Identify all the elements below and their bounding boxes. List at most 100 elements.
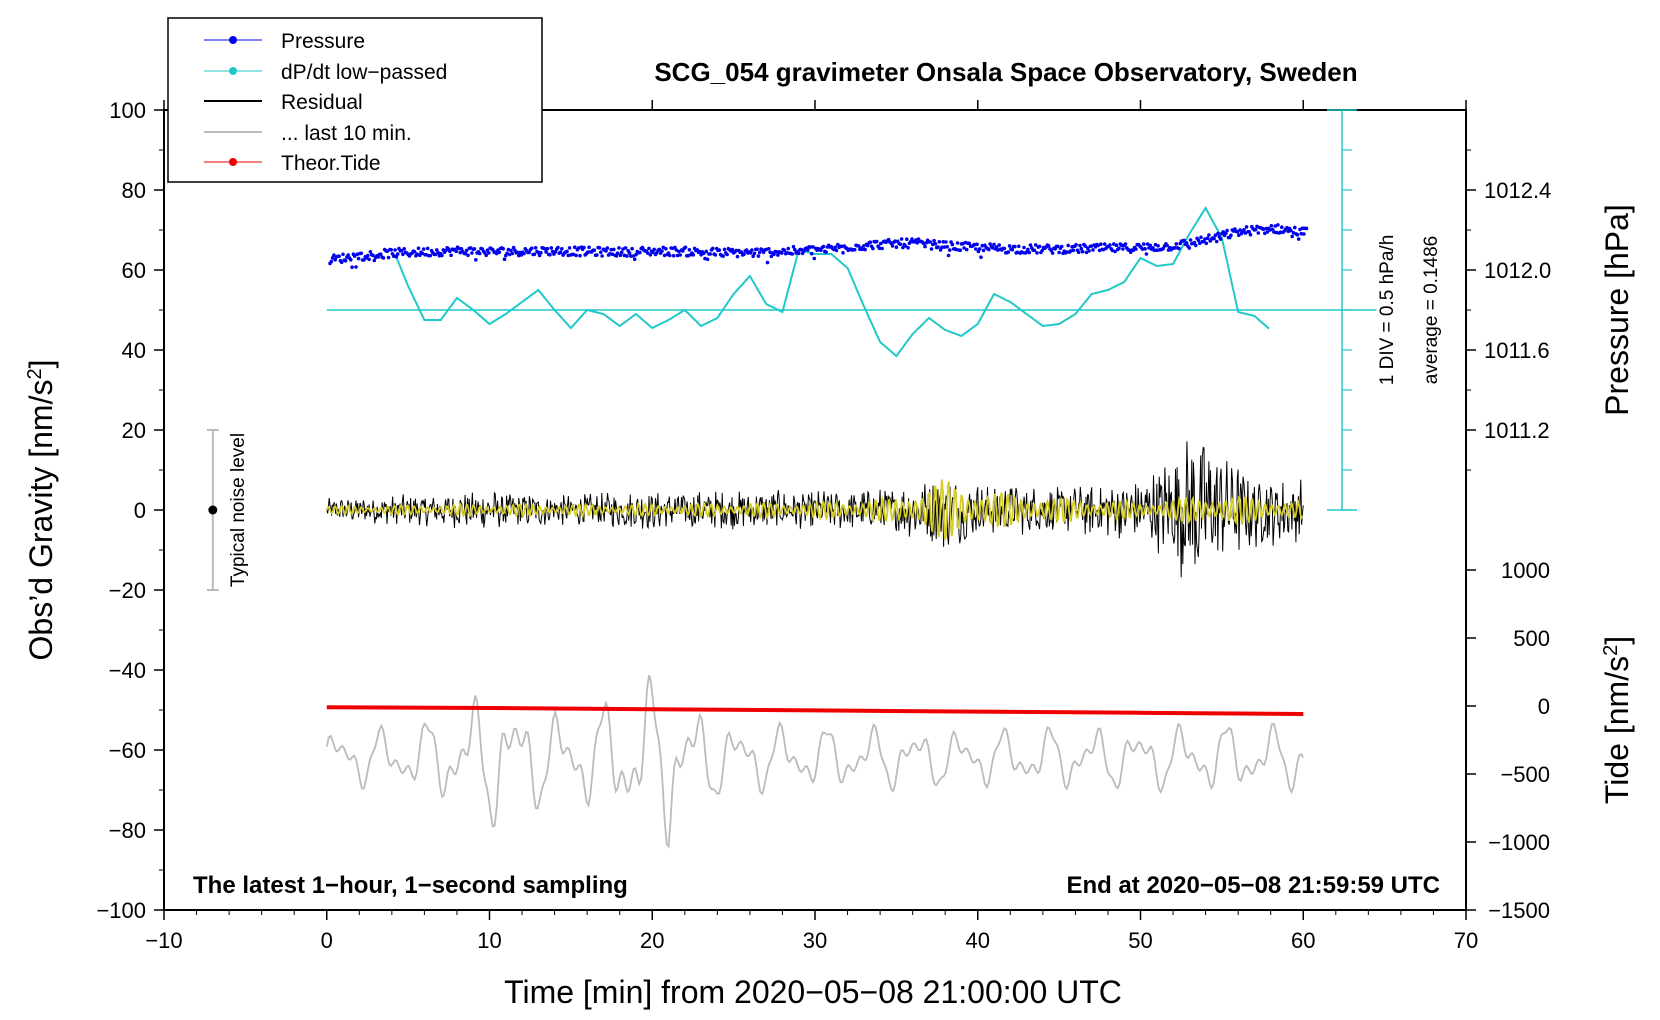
pressure-point — [898, 242, 903, 247]
residual-filtered-line — [325, 479, 1304, 540]
pressure-point — [416, 246, 421, 250]
pressure-point — [1295, 232, 1300, 237]
pressure-point — [449, 253, 453, 258]
pressure-point — [420, 251, 425, 256]
pressure-point — [790, 252, 794, 256]
pressure-point — [647, 246, 651, 251]
pressure-point — [627, 251, 632, 255]
pressure-point — [623, 246, 628, 250]
pressure-point — [819, 248, 823, 253]
pressure-point — [664, 247, 668, 251]
pressure-point — [381, 256, 386, 260]
pressure-point — [1037, 244, 1042, 249]
pressure-point — [1079, 246, 1084, 251]
pressure-point — [865, 243, 870, 248]
tide-tick-label: 500 — [1513, 626, 1550, 651]
pressure-point — [1091, 248, 1095, 252]
pressure-point — [1148, 243, 1153, 248]
pressure-point — [739, 250, 744, 254]
pressure-point — [545, 246, 550, 251]
pressure-point — [932, 238, 936, 243]
pressure-point — [625, 254, 629, 258]
pressure-point — [501, 247, 506, 251]
pressure-point — [1076, 250, 1081, 254]
pressure-point — [1224, 231, 1228, 236]
pressure-point — [1002, 246, 1007, 251]
pressure-point — [955, 241, 960, 245]
pressure-point — [735, 254, 740, 259]
pressure-point — [936, 245, 940, 249]
pressure-point — [942, 245, 947, 249]
pressure-point — [948, 248, 952, 252]
x-tick-label: 20 — [640, 928, 664, 953]
pressure-point — [962, 246, 966, 250]
pressure-tick-label: 1011.6 — [1484, 338, 1550, 363]
pressure-point — [834, 248, 839, 253]
tide-tick-label: −500 — [1500, 762, 1550, 787]
pressure-point — [433, 252, 438, 257]
noise-level-bar — [206, 429, 219, 591]
pressure-point — [1119, 243, 1124, 247]
pressure-point — [979, 255, 983, 259]
pressure-point — [399, 248, 404, 253]
legend-label-residual: Residual — [281, 91, 363, 114]
series-layer — [325, 205, 1377, 849]
pressure-point — [890, 244, 895, 248]
pressure-point — [605, 246, 610, 250]
y-tick-label: 40 — [122, 338, 146, 363]
pressure-point — [509, 248, 513, 253]
pressure-point — [1229, 233, 1233, 238]
pressure-point — [343, 258, 348, 263]
pressure-point — [1276, 223, 1280, 227]
pressure-point — [337, 254, 341, 258]
pressure-point — [671, 253, 676, 258]
pressure-point — [769, 254, 774, 259]
pressure-point — [1293, 225, 1297, 230]
pressure-point — [725, 252, 729, 257]
pressure-point — [1247, 230, 1251, 234]
pressure-point — [362, 258, 366, 262]
pressure-point — [691, 253, 696, 257]
noise-bar-center — [208, 505, 218, 515]
y-tick-label: 0 — [134, 498, 146, 523]
pressure-point — [977, 247, 982, 251]
pressure-point — [1074, 242, 1078, 247]
pressure-point — [1056, 244, 1060, 249]
pressure-point — [1013, 244, 1017, 249]
pressure-point — [1078, 243, 1082, 248]
pressure-point — [352, 254, 357, 258]
pressure-point — [1177, 246, 1181, 251]
pressure-point — [780, 251, 784, 255]
pressure-point — [629, 254, 633, 258]
pressure-point — [776, 253, 780, 257]
pressure-point — [412, 249, 417, 254]
y-tick-label: 20 — [122, 418, 146, 443]
x-tick-label: 30 — [803, 928, 827, 953]
pressure-point — [824, 250, 828, 254]
axis-ticks: −10 0 10 20 30 40 50 60 70−100−80−60−40−20020406… — [96, 98, 1551, 953]
pressure-point — [734, 248, 738, 253]
tide-tick-label: 0 — [1538, 694, 1550, 719]
pressure-point — [487, 251, 491, 255]
pressure-point — [1197, 241, 1202, 245]
pressure-point — [748, 251, 753, 255]
pressure-point — [1216, 231, 1220, 236]
pressure-point — [386, 255, 391, 260]
legend-item-residual: Residual — [204, 91, 363, 114]
pressure-point — [401, 252, 405, 257]
pressure-point — [674, 248, 679, 252]
pressure-point — [742, 252, 746, 256]
last10-series-line — [325, 675, 1304, 849]
end-time-note: End at 2020−05−08 21:59:59 UTC — [1066, 872, 1440, 899]
pressure-point — [967, 241, 972, 246]
pressure-point — [1188, 238, 1193, 242]
sampling-note: The latest 1−hour, 1−second sampling — [193, 872, 628, 899]
pressure-point — [994, 245, 999, 249]
pressure-point — [466, 253, 470, 258]
y-tick-label: −100 — [96, 898, 146, 923]
pressure-point — [464, 248, 469, 253]
pressure-point — [1242, 228, 1246, 232]
pressure-point — [350, 265, 354, 270]
pressure-point — [877, 246, 882, 250]
